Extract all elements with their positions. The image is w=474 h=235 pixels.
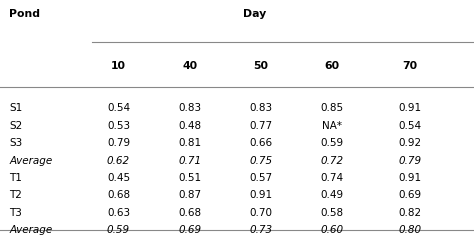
Text: 10: 10 xyxy=(111,61,126,71)
Text: 0.66: 0.66 xyxy=(249,138,272,148)
Text: 0.71: 0.71 xyxy=(178,156,201,166)
Text: 0.87: 0.87 xyxy=(178,190,201,200)
Text: 0.79: 0.79 xyxy=(399,156,421,166)
Text: S1: S1 xyxy=(9,103,23,114)
Text: 0.77: 0.77 xyxy=(249,121,272,131)
Text: 0.92: 0.92 xyxy=(399,138,421,148)
Text: 0.83: 0.83 xyxy=(249,103,272,114)
Text: 0.82: 0.82 xyxy=(399,208,421,218)
Text: 0.74: 0.74 xyxy=(320,173,343,183)
Text: Day: Day xyxy=(243,9,266,20)
Text: 0.51: 0.51 xyxy=(178,173,201,183)
Text: Pond: Pond xyxy=(9,9,40,20)
Text: S2: S2 xyxy=(9,121,23,131)
Text: 0.80: 0.80 xyxy=(399,225,421,235)
Text: 0.79: 0.79 xyxy=(107,138,130,148)
Text: 0.59: 0.59 xyxy=(107,225,130,235)
Text: 0.54: 0.54 xyxy=(399,121,421,131)
Text: T1: T1 xyxy=(9,173,22,183)
Text: 0.91: 0.91 xyxy=(399,173,421,183)
Text: 70: 70 xyxy=(402,61,418,71)
Text: 0.57: 0.57 xyxy=(249,173,272,183)
Text: 0.81: 0.81 xyxy=(178,138,201,148)
Text: 0.70: 0.70 xyxy=(249,208,272,218)
Text: 0.72: 0.72 xyxy=(320,156,343,166)
Text: 0.63: 0.63 xyxy=(107,208,130,218)
Text: 0.49: 0.49 xyxy=(320,190,343,200)
Text: 0.75: 0.75 xyxy=(249,156,272,166)
Text: 0.73: 0.73 xyxy=(249,225,272,235)
Text: 0.91: 0.91 xyxy=(249,190,272,200)
Text: 0.68: 0.68 xyxy=(178,208,201,218)
Text: 0.48: 0.48 xyxy=(178,121,201,131)
Text: 40: 40 xyxy=(182,61,197,71)
Text: 0.59: 0.59 xyxy=(320,138,343,148)
Text: 0.69: 0.69 xyxy=(178,225,201,235)
Text: T2: T2 xyxy=(9,190,22,200)
Text: 0.83: 0.83 xyxy=(178,103,201,114)
Text: 0.45: 0.45 xyxy=(107,173,130,183)
Text: 0.68: 0.68 xyxy=(107,190,130,200)
Text: Average: Average xyxy=(9,225,53,235)
Text: 0.85: 0.85 xyxy=(320,103,343,114)
Text: 50: 50 xyxy=(253,61,268,71)
Text: 0.91: 0.91 xyxy=(399,103,421,114)
Text: NA*: NA* xyxy=(322,121,342,131)
Text: T3: T3 xyxy=(9,208,22,218)
Text: Average: Average xyxy=(9,156,53,166)
Text: 0.54: 0.54 xyxy=(107,103,130,114)
Text: 60: 60 xyxy=(324,61,339,71)
Text: 0.58: 0.58 xyxy=(320,208,343,218)
Text: 0.53: 0.53 xyxy=(107,121,130,131)
Text: S3: S3 xyxy=(9,138,23,148)
Text: 0.62: 0.62 xyxy=(107,156,130,166)
Text: 0.69: 0.69 xyxy=(399,190,421,200)
Text: 0.60: 0.60 xyxy=(320,225,343,235)
